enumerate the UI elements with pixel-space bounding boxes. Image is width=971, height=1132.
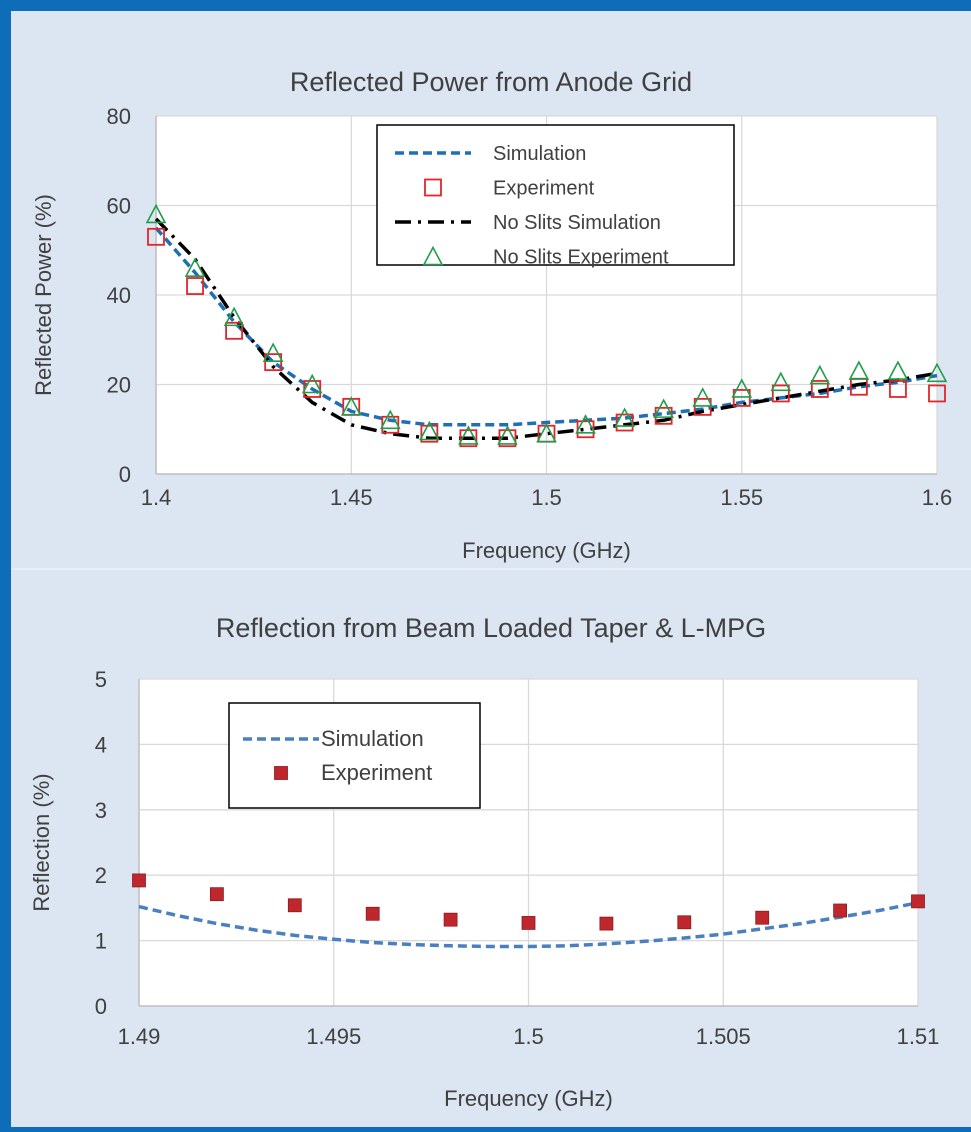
series-simulation xyxy=(138,900,919,949)
data-point xyxy=(926,362,948,383)
panel-divider xyxy=(11,568,971,570)
x-tick-label: 1.45 xyxy=(330,485,373,510)
series-experiment xyxy=(132,873,925,931)
data-point xyxy=(147,227,165,246)
y-tick-label: 80 xyxy=(107,104,131,129)
chart-panel-reflected-power: 1.4 1.45 1.5 1.55 1.6 0 20 40 60 80 Reflected Powe… xyxy=(11,11,971,569)
data-point xyxy=(731,378,753,398)
data-point xyxy=(223,306,245,327)
chart-title: Reflected Power from Anode Grid xyxy=(290,67,692,97)
legend-label: No Slits Experiment xyxy=(493,247,669,269)
data-point xyxy=(459,429,478,448)
data-point xyxy=(677,915,692,930)
data-point xyxy=(692,387,714,407)
data-point xyxy=(889,380,907,398)
data-point xyxy=(225,321,244,340)
x-tick-label: 1.5 xyxy=(531,485,562,510)
data-point xyxy=(301,373,323,394)
y-tick-label: 2 xyxy=(95,863,107,888)
data-point xyxy=(848,360,870,380)
x-tick-label: 1.4 xyxy=(141,485,172,510)
data-point xyxy=(771,384,790,403)
y-tick-label: 60 xyxy=(107,194,131,219)
data-point xyxy=(186,277,204,295)
data-point xyxy=(536,423,557,443)
y-tick-label: 0 xyxy=(119,462,131,487)
x-axis-label: Frequency (GHz) xyxy=(444,1086,613,1111)
legend-label: Simulation xyxy=(493,143,586,165)
y-tick-label: 20 xyxy=(107,373,131,398)
data-point xyxy=(498,429,517,448)
y-axis-label: Reflection (%) xyxy=(29,773,54,911)
data-point xyxy=(458,425,479,445)
chart-title: Reflection from Beam Loaded Taper & L-MP… xyxy=(216,613,766,643)
data-point xyxy=(755,910,770,925)
data-point xyxy=(732,389,751,407)
data-point xyxy=(599,916,614,931)
data-point xyxy=(209,887,224,902)
series-line xyxy=(138,900,919,949)
data-point xyxy=(833,903,847,918)
data-point xyxy=(497,425,518,445)
data-point xyxy=(614,407,635,427)
data-point xyxy=(340,396,362,416)
data-point xyxy=(653,398,674,418)
data-point xyxy=(770,371,792,392)
y-tick-label: 3 xyxy=(95,798,107,823)
series-no-slits-experiment xyxy=(145,203,948,445)
series-line xyxy=(154,217,938,440)
chart-panel-reflection: 1.49 1.495 1.5 1.505 1.51 0 1 2 3 4 5 Reflection fr… xyxy=(11,569,971,1127)
data-point xyxy=(809,364,831,385)
data-point xyxy=(287,898,302,913)
data-point xyxy=(379,409,401,430)
data-point xyxy=(145,203,167,224)
y-tick-label: 4 xyxy=(95,732,107,757)
data-point xyxy=(887,360,909,380)
legend-marker-swatch xyxy=(274,766,288,780)
legend-label: Experiment xyxy=(321,760,432,785)
legend-marker-swatch xyxy=(424,178,442,197)
data-point xyxy=(810,380,829,398)
legend-box xyxy=(228,702,481,809)
y-axis-label: Reflected Power (%) xyxy=(31,194,56,396)
y-tick-label: 5 xyxy=(95,667,107,692)
series-line xyxy=(154,226,938,427)
data-point xyxy=(521,916,536,930)
data-point xyxy=(264,353,283,372)
x-axis-label: Frequency (GHz) xyxy=(462,538,631,563)
x-tick-label: 1.5 xyxy=(513,1024,544,1049)
data-point xyxy=(693,397,712,416)
data-point xyxy=(365,906,380,921)
data-point xyxy=(575,414,596,434)
legend: Simulation Experiment xyxy=(228,702,481,809)
legend: Simulation Experiment No Slits Simulation N… xyxy=(376,124,735,269)
y-tick-label: 0 xyxy=(95,994,107,1019)
series-simulation xyxy=(154,226,938,427)
y-tick-label: 40 xyxy=(107,283,131,308)
legend-label: Simulation xyxy=(321,726,424,751)
figure-frame: 1.4 1.45 1.5 1.55 1.6 0 20 40 60 80 Reflected Powe… xyxy=(11,11,971,1127)
x-tick-label: 1.6 xyxy=(922,485,953,510)
x-tick-label: 1.505 xyxy=(696,1024,751,1049)
legend-label: No Slits Simulation xyxy=(493,212,661,234)
chart-reflected-power: 1.4 1.45 1.5 1.55 1.6 0 20 40 60 80 Reflected Powe… xyxy=(31,67,953,563)
data-point xyxy=(132,873,146,888)
chart-reflection: 1.49 1.495 1.5 1.505 1.51 0 1 2 3 4 5 Reflection fr… xyxy=(29,613,940,1111)
data-point xyxy=(184,257,206,277)
data-point xyxy=(443,912,458,927)
x-tick-label: 1.51 xyxy=(897,1024,940,1049)
data-point xyxy=(420,424,439,443)
data-point xyxy=(928,384,946,403)
data-point xyxy=(911,894,925,909)
y-tick-label: 1 xyxy=(95,929,107,954)
x-tick-label: 1.55 xyxy=(720,485,763,510)
x-tick-label: 1.49 xyxy=(118,1024,161,1049)
data-point xyxy=(262,342,284,362)
legend-label: Experiment xyxy=(493,178,595,200)
data-point xyxy=(419,420,440,441)
legend-marker-swatch xyxy=(422,245,444,266)
x-tick-label: 1.495 xyxy=(306,1024,361,1049)
series-no-slits-simulation xyxy=(154,217,938,440)
